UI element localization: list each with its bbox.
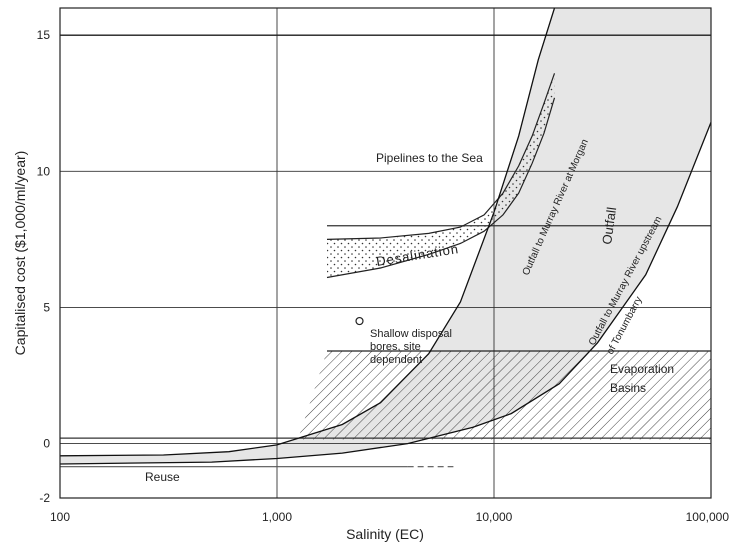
- annotation-shallow-2: bores, site: [370, 341, 421, 353]
- annotation-reuse: Reuse: [145, 470, 180, 484]
- series-lines: [60, 8, 711, 468]
- x-tick-label: 100,000: [686, 510, 730, 524]
- outfall-band-area: [60, 8, 711, 464]
- reference-lines: [60, 225, 711, 439]
- desalination-lower-line: [326, 97, 556, 279]
- y-tick-label: 5: [43, 300, 50, 314]
- y-tick-label: 15: [37, 28, 51, 42]
- plot-frame: [59, 7, 712, 499]
- annotation-basins: Basins: [610, 381, 646, 395]
- y-tick-label: 0: [43, 437, 50, 451]
- x-tick-label: 1,000: [262, 510, 292, 524]
- y-tick-label: 10: [37, 164, 51, 178]
- y-axis-title: Capitalised cost ($1,000/ml/year): [12, 151, 28, 356]
- x-axis-title: Salinity (EC): [346, 526, 424, 542]
- plot-area: [60, 8, 711, 498]
- shallow-disposal-point: [355, 316, 364, 326]
- annotation-shallow-1: Shallow disposal: [370, 328, 452, 340]
- annotation-outfall: Outfall: [599, 206, 619, 245]
- evaporation-basins-area: [298, 351, 711, 440]
- gridlines: [60, 8, 711, 498]
- data-points: [355, 316, 364, 326]
- x-tick-label: 100: [50, 510, 70, 524]
- annotation-pipelines: Pipelines to the Sea: [376, 151, 483, 165]
- desalination-upper-line: [326, 73, 556, 240]
- axis-ticks: 100 1,000 10,000 100,000 -2 0 5 10 15: [37, 28, 730, 524]
- annotation-shallow-3: dependent: [370, 354, 422, 366]
- outfall-tonumbarry-line: [60, 122, 711, 465]
- y-tick-label: -2: [39, 491, 50, 505]
- x-tick-label: 10,000: [476, 510, 513, 524]
- outfall-morgan-line: [60, 8, 556, 457]
- desalination-band-area: [327, 73, 555, 278]
- annotation-evaporation: Evaporation: [610, 362, 674, 376]
